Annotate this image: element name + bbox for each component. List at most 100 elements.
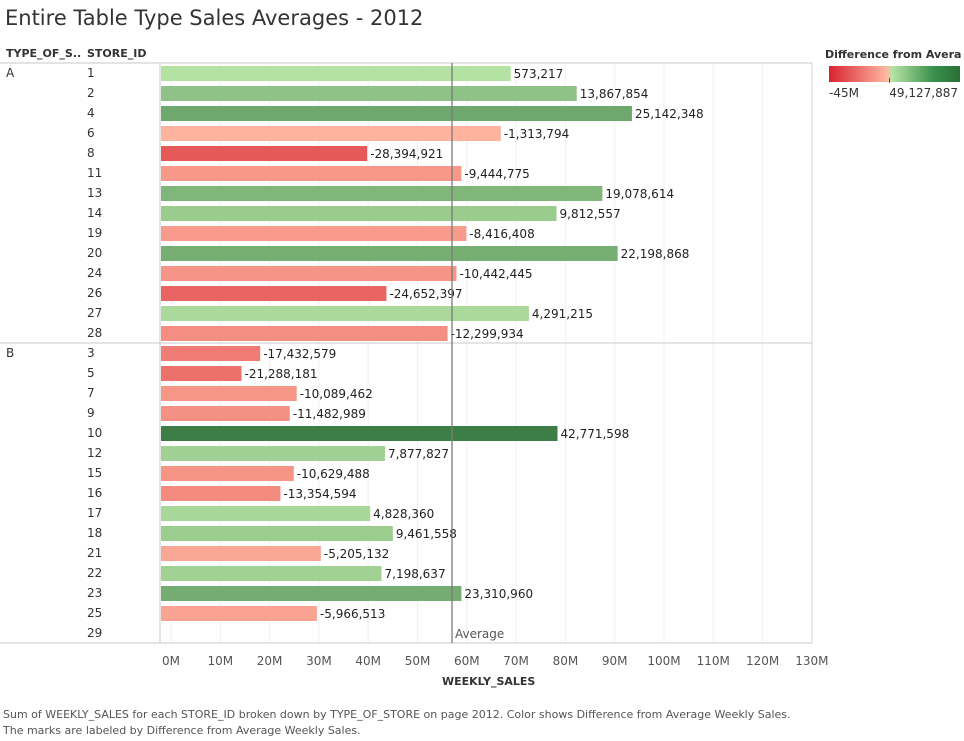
bar-store-20[interactable] xyxy=(161,246,618,261)
store-label-3: 3 xyxy=(87,346,95,360)
bar-label-store-11: -9,444,775 xyxy=(464,167,529,181)
bar-label-store-8: -28,394,921 xyxy=(370,147,443,161)
store-label-15: 15 xyxy=(87,466,102,480)
bar-store-22[interactable] xyxy=(161,566,382,581)
store-label-17: 17 xyxy=(87,506,102,520)
bar-label-store-28: -12,299,934 xyxy=(451,327,524,341)
bar-store-26[interactable] xyxy=(161,286,387,301)
x-tick-label: 60M xyxy=(454,654,480,668)
bar-chart: A B 1 573,217 2 13,867,854 4 25,142,348 6 -1,313,… xyxy=(0,62,829,668)
bar-store-1[interactable] xyxy=(161,66,511,81)
bar-label-store-12: 7,877,827 xyxy=(388,447,449,461)
bar-store-19[interactable] xyxy=(161,226,467,241)
bar-store-7[interactable] xyxy=(161,386,297,401)
store-label-7: 7 xyxy=(87,386,95,400)
store-label-21: 21 xyxy=(87,546,102,560)
bar-label-store-15: -10,629,488 xyxy=(297,467,370,481)
bar-label-store-5: -21,288,181 xyxy=(244,367,317,381)
bar-store-8[interactable] xyxy=(161,146,368,161)
group-label-b: B xyxy=(6,346,14,360)
store-id-header[interactable]: STORE_ID xyxy=(87,47,147,60)
store-label-8: 8 xyxy=(87,146,95,160)
bar-store-18[interactable] xyxy=(161,526,393,541)
store-label-11: 11 xyxy=(87,166,102,180)
bar-store-16[interactable] xyxy=(161,486,281,501)
store-label-23: 23 xyxy=(87,586,102,600)
bar-label-store-10: 42,771,598 xyxy=(561,427,630,441)
bar-store-17[interactable] xyxy=(161,506,371,521)
bar-store-23[interactable] xyxy=(161,586,462,601)
legend-min-label: -45M xyxy=(829,86,859,100)
bar-label-store-21: -5,205,132 xyxy=(324,547,389,561)
store-label-16: 16 xyxy=(87,486,102,500)
bar-store-13[interactable] xyxy=(161,186,603,201)
bar-label-store-17: 4,828,360 xyxy=(373,507,434,521)
caption-line-2: The marks are labeled by Difference from… xyxy=(3,724,361,737)
x-tick-label: 100M xyxy=(647,654,680,668)
bar-store-4[interactable] xyxy=(161,106,632,121)
bar-store-5[interactable] xyxy=(161,366,242,381)
x-tick-label: 10M xyxy=(207,654,233,668)
x-tick-label: 0M xyxy=(162,654,180,668)
bar-store-11[interactable] xyxy=(161,166,462,181)
store-label-29: 29 xyxy=(87,626,102,640)
store-label-18: 18 xyxy=(87,526,102,540)
bar-label-store-9: -11,482,989 xyxy=(293,407,366,421)
bar-store-25[interactable] xyxy=(161,606,317,621)
x-tick-label: 130M xyxy=(795,654,828,668)
store-label-1: 1 xyxy=(87,66,95,80)
bar-store-14[interactable] xyxy=(161,206,557,221)
legend-title[interactable]: Difference from Averag.. xyxy=(825,48,961,61)
store-label-5: 5 xyxy=(87,366,95,380)
bar-label-store-19: -8,416,408 xyxy=(469,227,534,241)
bar-store-9[interactable] xyxy=(161,406,290,421)
caption: Sum of WEEKLY_SALES for each STORE_ID br… xyxy=(3,707,953,739)
bar-label-store-16: -13,354,594 xyxy=(283,487,356,501)
bar-label-store-26: -24,652,397 xyxy=(389,287,462,301)
bar-label-store-1: 573,217 xyxy=(514,67,564,81)
x-tick-label: 30M xyxy=(306,654,332,668)
legend-zero-tick xyxy=(889,78,890,83)
bar-store-27[interactable] xyxy=(161,306,529,321)
bar-label-store-2: 13,867,854 xyxy=(580,87,649,101)
x-tick-label: 80M xyxy=(553,654,579,668)
bar-label-store-27: 4,291,215 xyxy=(532,307,593,321)
bar-store-12[interactable] xyxy=(161,446,385,461)
color-legend-gradient xyxy=(829,66,960,82)
bar-store-24[interactable] xyxy=(161,266,457,281)
store-label-10: 10 xyxy=(87,426,102,440)
chart-title: Entire Table Type Sales Averages - 2012 xyxy=(5,6,424,30)
bar-label-store-25: -5,966,513 xyxy=(320,607,385,621)
store-label-19: 19 xyxy=(87,226,102,240)
average-reference-label: Average xyxy=(455,627,504,641)
store-label-24: 24 xyxy=(87,266,102,280)
bar-label-store-4: 25,142,348 xyxy=(635,107,704,121)
x-tick-label: 50M xyxy=(405,654,431,668)
bar-store-21[interactable] xyxy=(161,546,321,561)
x-tick-label: 110M xyxy=(697,654,730,668)
store-label-27: 27 xyxy=(87,306,102,320)
group-label-a: A xyxy=(6,66,15,80)
bar-store-15[interactable] xyxy=(161,466,294,481)
bar-label-store-14: 9,812,557 xyxy=(560,207,621,221)
bar-label-store-20: 22,198,868 xyxy=(621,247,690,261)
bar-store-3[interactable] xyxy=(161,346,261,361)
bar-label-store-6: -1,313,794 xyxy=(504,127,569,141)
store-label-2: 2 xyxy=(87,86,95,100)
bar-label-store-7: -10,089,462 xyxy=(300,387,373,401)
bar-store-2[interactable] xyxy=(161,86,577,101)
store-label-14: 14 xyxy=(87,206,102,220)
type-of-store-header[interactable]: TYPE_OF_S.. xyxy=(6,47,82,60)
bar-store-6[interactable] xyxy=(161,126,501,141)
bar-store-10[interactable] xyxy=(161,426,558,441)
bar-label-store-24: -10,442,445 xyxy=(459,267,532,281)
store-label-4: 4 xyxy=(87,106,95,120)
bar-label-store-22: 7,198,637 xyxy=(385,567,446,581)
x-tick-label: 90M xyxy=(602,654,628,668)
bar-store-28[interactable] xyxy=(161,326,448,341)
bar-label-store-3: -17,432,579 xyxy=(263,347,336,361)
x-tick-label: 70M xyxy=(503,654,529,668)
store-label-9: 9 xyxy=(87,406,95,420)
x-tick-label: 20M xyxy=(257,654,283,668)
x-tick-label: 120M xyxy=(746,654,779,668)
